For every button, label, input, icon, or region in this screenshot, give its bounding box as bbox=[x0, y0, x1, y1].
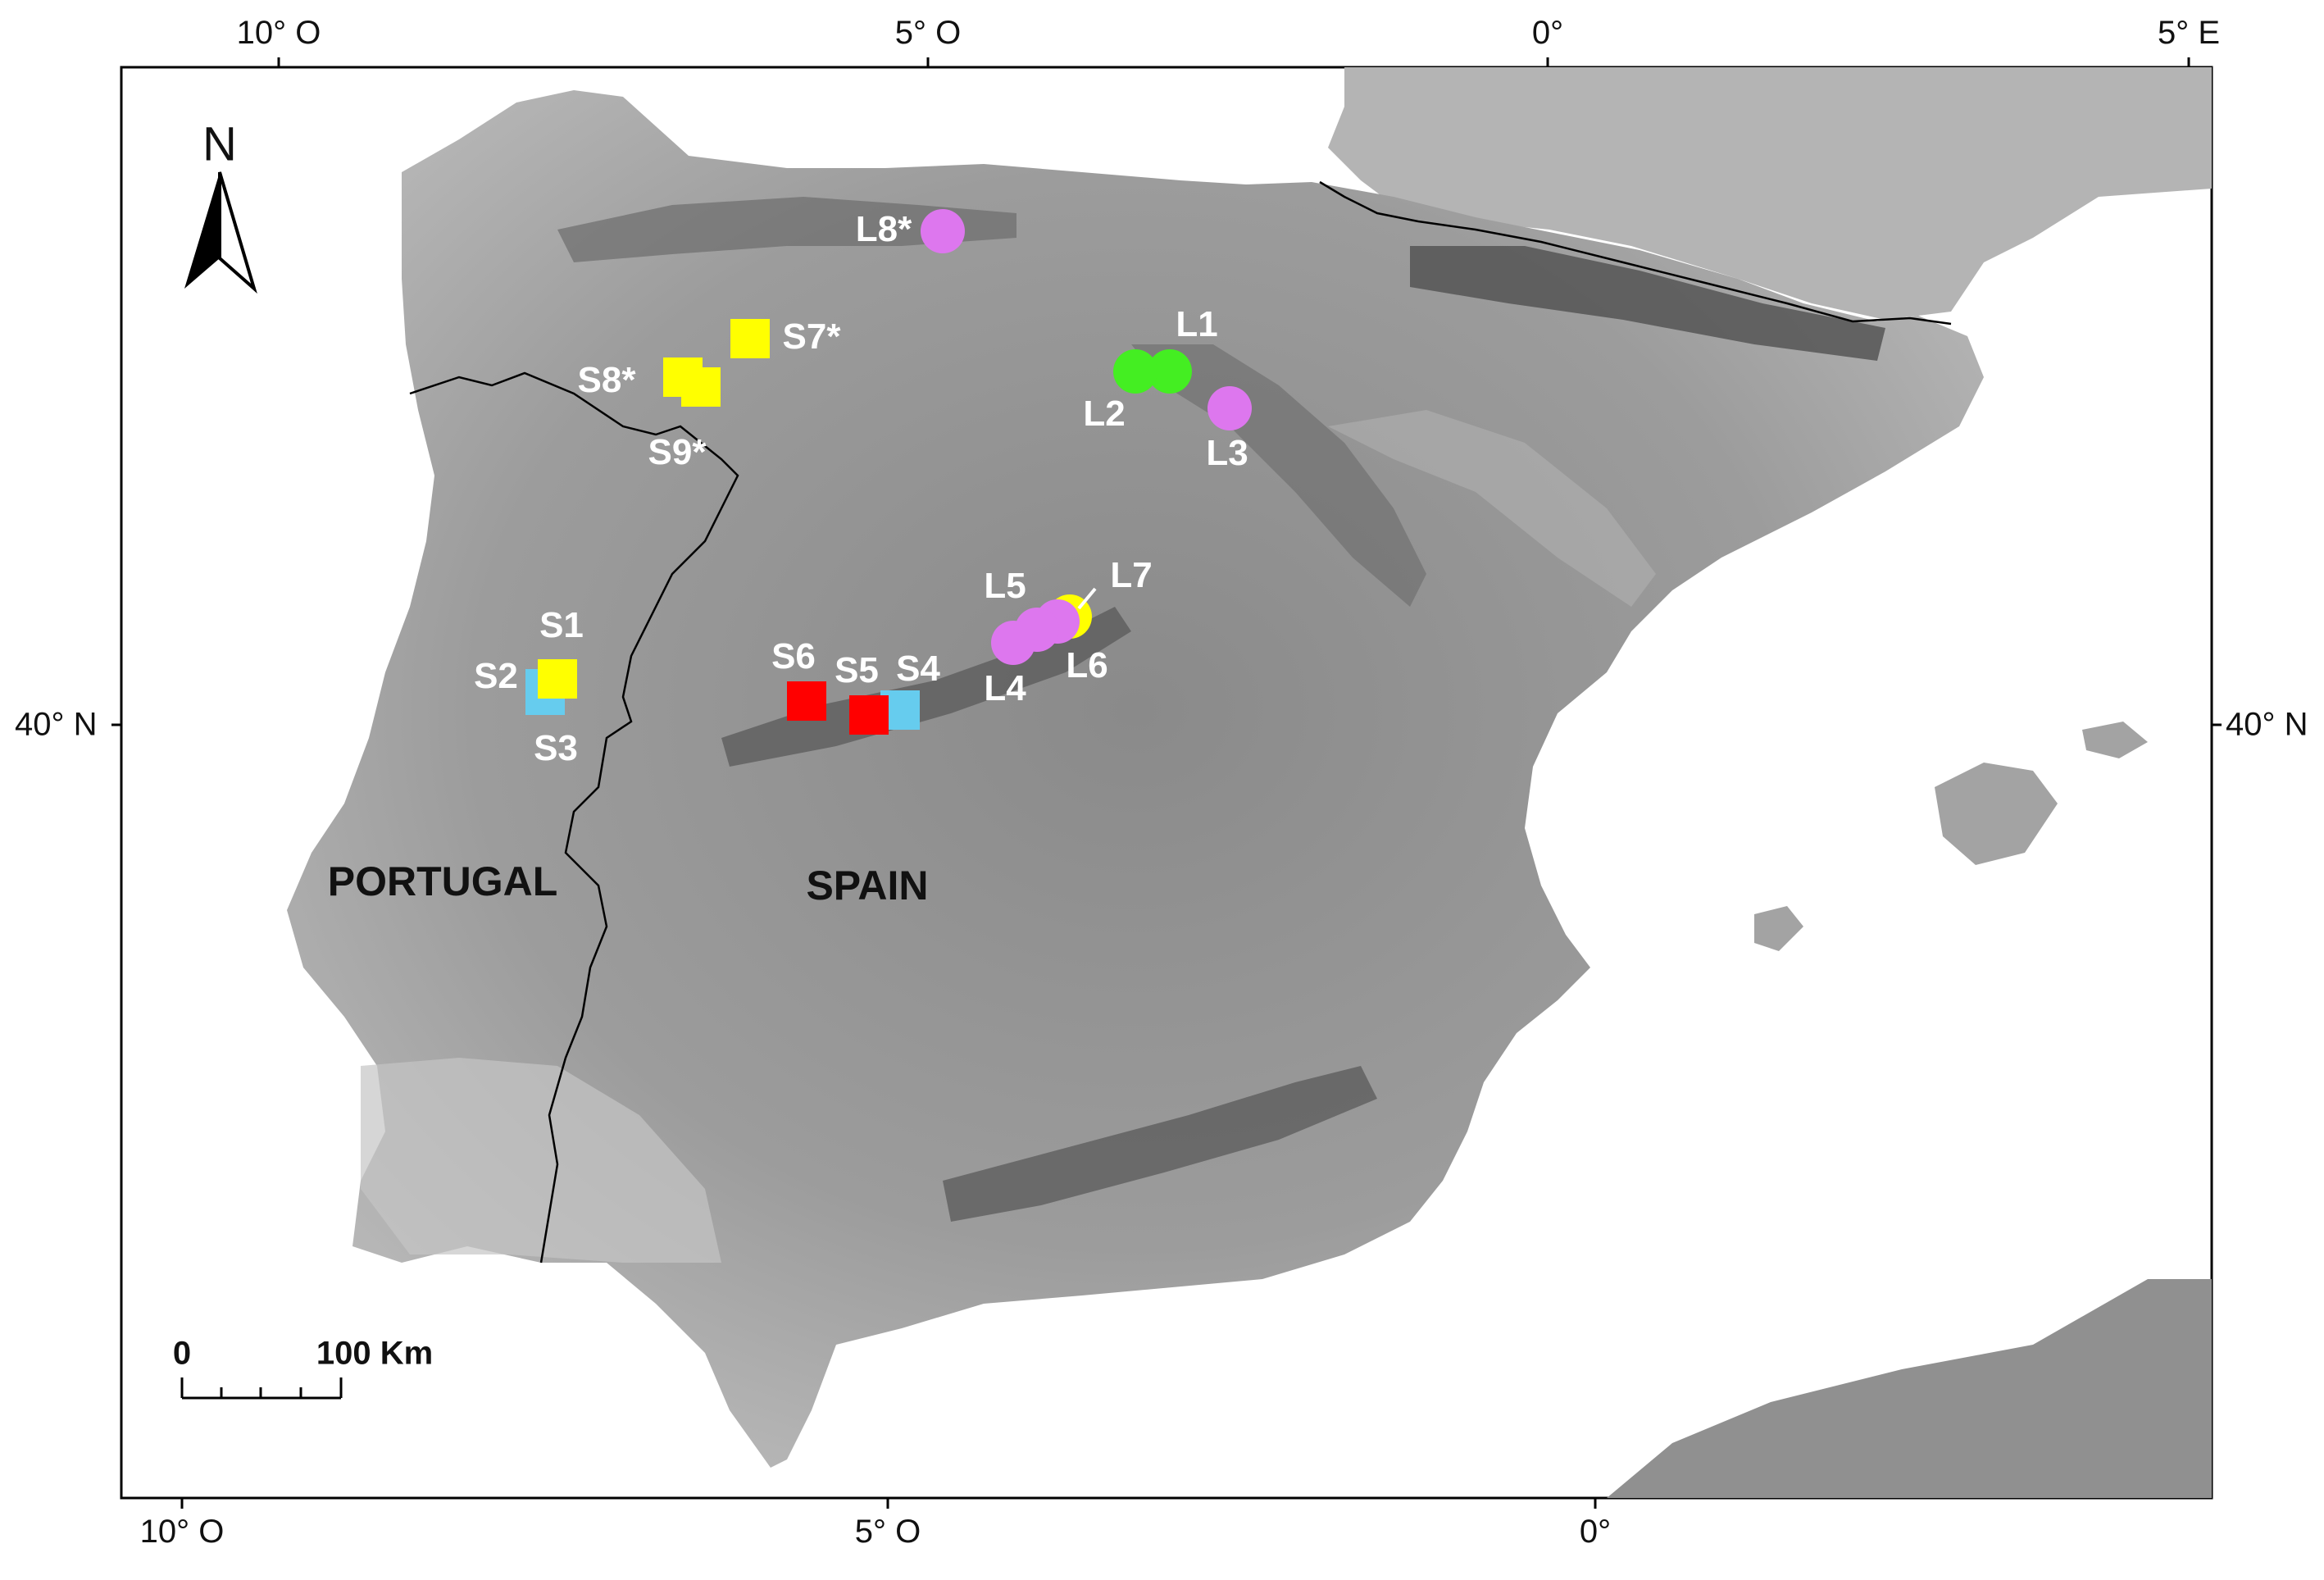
ebro-valley bbox=[1328, 410, 1656, 607]
north-arrow-label: N bbox=[202, 117, 237, 171]
site-label-s8-star: S8* bbox=[577, 360, 636, 400]
portugal-spain-border bbox=[409, 371, 739, 1264]
iberian-peninsula bbox=[287, 90, 1984, 1468]
menorca-island bbox=[2082, 722, 2148, 758]
site-label-l8-star: L8* bbox=[855, 209, 912, 249]
site-marker-s7-star bbox=[730, 319, 770, 358]
site-marker-l2 bbox=[1113, 349, 1157, 394]
site-marker-l4 bbox=[991, 621, 1035, 665]
site-marker-l1 bbox=[1148, 349, 1192, 394]
site-marker-l3 bbox=[1207, 386, 1252, 430]
scale-bar-start-label: 0 bbox=[172, 1335, 192, 1372]
country-label-spain: SPAIN bbox=[806, 863, 929, 908]
site-label-s1: S1 bbox=[539, 605, 584, 645]
top-lon-label-0: 0° bbox=[1531, 15, 1564, 51]
site-label-l1: L1 bbox=[1176, 304, 1218, 344]
site-marker-s6 bbox=[787, 681, 826, 721]
top-lon-label-10w: 10° O bbox=[236, 15, 321, 51]
ibiza-island bbox=[1754, 906, 1803, 951]
mallorca-island bbox=[1935, 763, 2058, 865]
top-lon-label-5w: 5° O bbox=[894, 15, 962, 51]
site-label-s5: S5 bbox=[835, 650, 879, 690]
central-system bbox=[721, 607, 1131, 767]
site-label-s9-star: S9* bbox=[648, 432, 707, 472]
bottom-lon-label-0: 0° bbox=[1579, 1514, 1612, 1550]
site-markers bbox=[525, 209, 1252, 735]
graticule-ticks bbox=[111, 57, 2222, 1509]
site-label-s3: S3 bbox=[534, 728, 578, 768]
pyrenees-range bbox=[1410, 246, 1885, 361]
site-label-s7-star: S7* bbox=[782, 316, 841, 357]
right-lat-label: 40° N bbox=[2226, 706, 2308, 743]
southwest-lowland bbox=[361, 1058, 721, 1263]
scale-bar bbox=[180, 1377, 343, 1400]
north-arrow-icon bbox=[184, 171, 257, 294]
france-landmass bbox=[1328, 67, 2212, 320]
site-marker-s1 bbox=[538, 659, 577, 699]
site-label-l3: L3 bbox=[1206, 433, 1248, 473]
top-lon-label-5e: 5° E bbox=[2157, 15, 2221, 51]
site-label-s4: S4 bbox=[896, 649, 940, 689]
site-label-s6: S6 bbox=[771, 636, 816, 676]
north-africa-landmass bbox=[1607, 1279, 2212, 1498]
site-label-l6: L6 bbox=[1066, 645, 1108, 685]
site-leader-line-l7 bbox=[1077, 587, 1097, 610]
scale-bar-end-label: 100 Km bbox=[316, 1335, 434, 1372]
site-label-l4: L4 bbox=[984, 668, 1026, 708]
site-label-l5: L5 bbox=[984, 566, 1026, 606]
country-label-portugal: PORTUGAL bbox=[327, 858, 558, 904]
left-lat-label: 40° N bbox=[15, 706, 98, 743]
site-marker-s9-star bbox=[681, 367, 721, 407]
iberian-system bbox=[1131, 344, 1426, 607]
betic-system bbox=[943, 1066, 1377, 1222]
site-label-s2: S2 bbox=[474, 656, 518, 696]
cantabrian-range bbox=[557, 197, 1016, 262]
france-spain-border bbox=[1319, 180, 1952, 326]
site-marker-s5 bbox=[849, 695, 889, 735]
site-label-l7: L7 bbox=[1110, 555, 1153, 595]
bottom-lon-label-5w: 5° O bbox=[854, 1514, 921, 1550]
site-marker-l8-star bbox=[921, 209, 965, 253]
site-label-l2: L2 bbox=[1083, 394, 1126, 434]
bottom-lon-label-10w: 10° O bbox=[139, 1514, 225, 1550]
